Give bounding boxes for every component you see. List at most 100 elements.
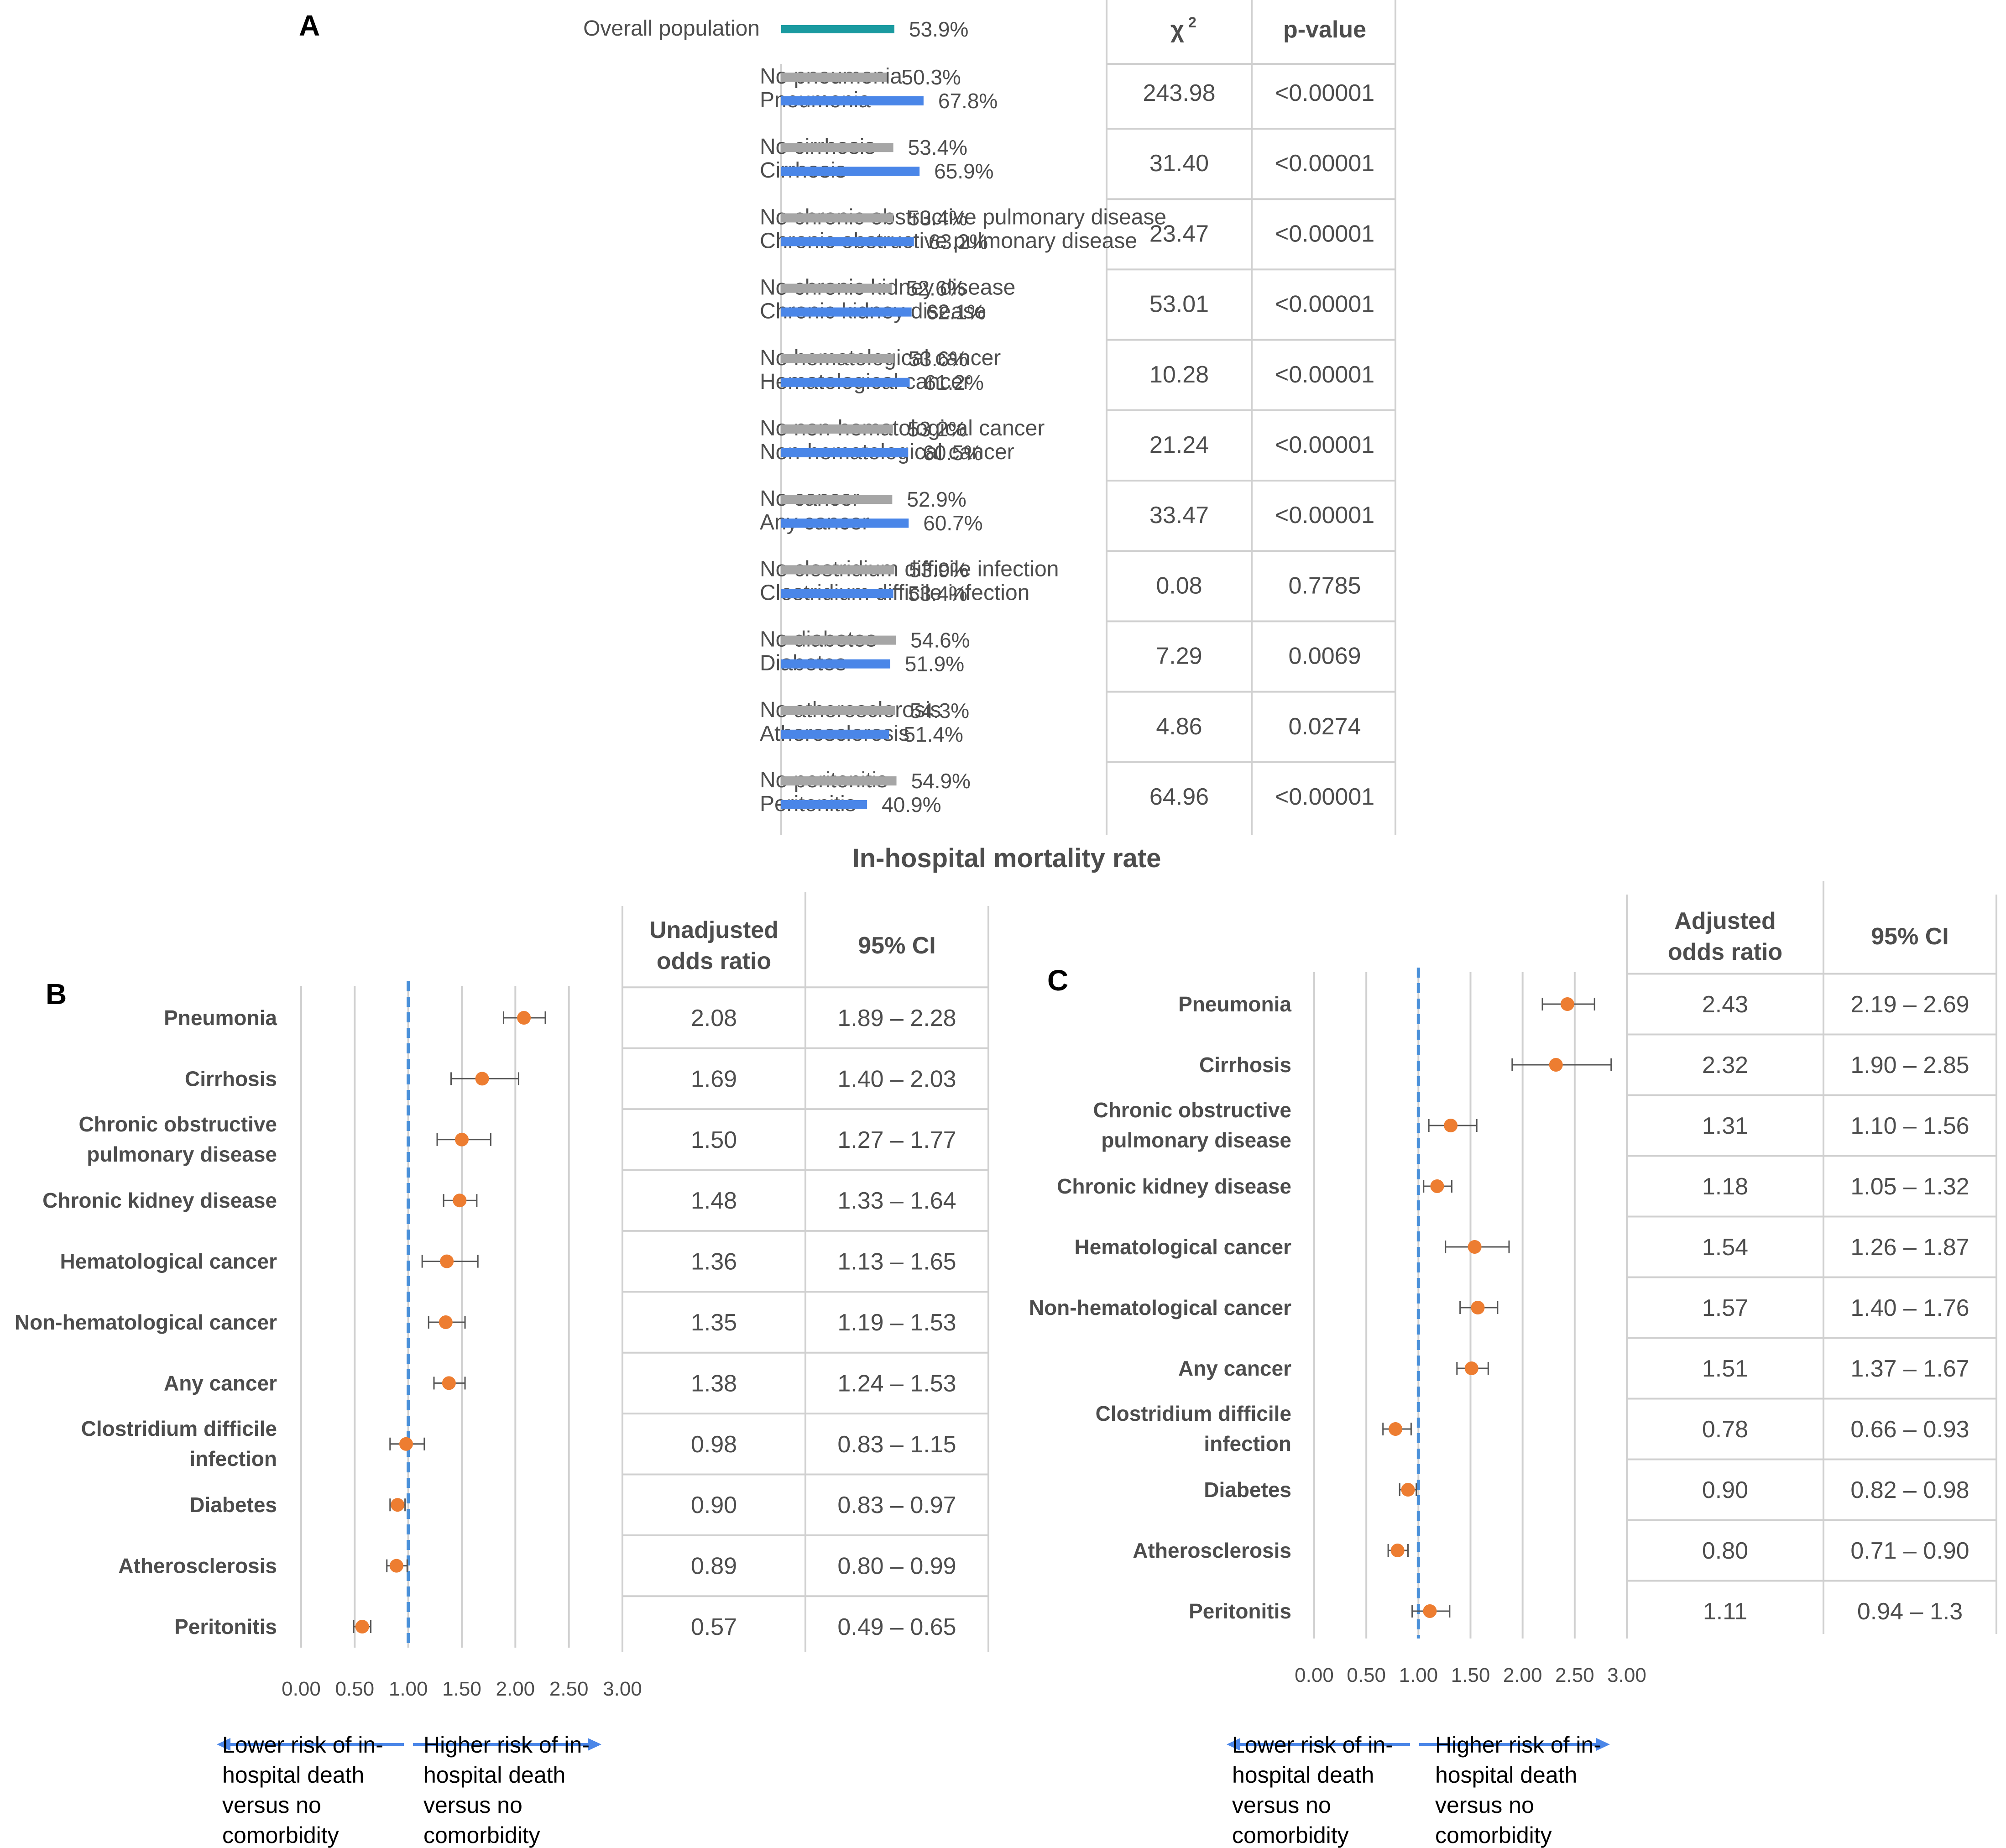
bar-without (781, 635, 896, 645)
odds-ratio-value: 1.51 (1702, 1356, 1748, 1382)
odds-ratio-point (442, 1376, 456, 1390)
row-label: Clostridium difficile (81, 1417, 277, 1440)
bar-value-label: 51.9% (905, 652, 964, 676)
odds-ratio-value: 0.98 (691, 1431, 737, 1458)
bar-without (781, 424, 893, 434)
higher-risk-caption: versus no (1435, 1792, 1534, 1818)
bar-value-label: 62.1% (926, 300, 986, 324)
bar-value-label: 67.8% (938, 89, 998, 113)
odds-ratio-point (1430, 1179, 1444, 1193)
row-label: Chronic kidney disease (1057, 1174, 1291, 1198)
p-value: <0.00001 (1275, 361, 1374, 388)
bar-value-label: 54.9% (911, 769, 971, 793)
ci-header: 95% CI (858, 932, 936, 959)
p-value: <0.00001 (1275, 502, 1374, 529)
ci-value: 1.26 – 1.87 (1850, 1234, 1969, 1261)
p-value: <0.00001 (1275, 291, 1374, 318)
x-tick-label: 0.00 (282, 1678, 321, 1700)
bar-value-label: 53.4% (908, 581, 967, 605)
ci-value: 1.05 – 1.32 (1850, 1173, 1969, 1200)
odds-ratio-value: 0.80 (1702, 1538, 1748, 1564)
bar-value-label: 54.6% (910, 628, 970, 652)
p-value: <0.00001 (1275, 220, 1374, 247)
odds-ratio-point (1423, 1604, 1437, 1618)
bar-with (781, 729, 889, 739)
row-label: Clostridium difficile (1096, 1402, 1291, 1425)
bar-with (781, 237, 914, 246)
x-tick-label: 1.00 (389, 1678, 428, 1700)
odds-ratio-point (440, 1254, 454, 1268)
higher-risk-caption: Higher risk of in- (1435, 1732, 1601, 1758)
bar-value-label: 63.2% (929, 230, 988, 253)
odds-ratio-point (399, 1437, 413, 1451)
row-label: Non-hematological cancer (1029, 1296, 1291, 1319)
odds-ratio-point (1401, 1483, 1415, 1497)
odds-ratio-point (389, 1559, 403, 1573)
row-label: infection (189, 1447, 277, 1471)
odds-ratio-value: 0.89 (691, 1553, 737, 1580)
odds-ratio-value: 0.90 (1702, 1477, 1748, 1503)
lower-risk-caption: Lower risk of in- (1232, 1732, 1393, 1758)
bar-value-label: 53.2% (908, 417, 967, 441)
row-label: Peritonitis (1189, 1599, 1291, 1623)
higher-risk-caption: hospital death (423, 1762, 565, 1788)
odds-ratio-point (453, 1194, 467, 1208)
lower-risk-arrowhead (1227, 1738, 1240, 1751)
bar-with (781, 307, 912, 317)
odds-ratio-point (1444, 1119, 1458, 1132)
ci-value: 1.24 – 1.53 (837, 1370, 956, 1397)
bar-without (781, 706, 895, 715)
panel-letter: B (46, 978, 67, 1010)
higher-risk-caption: comorbidity (1435, 1822, 1552, 1848)
row-label: Atherosclerosis (1133, 1539, 1291, 1562)
ci-header: 95% CI (1871, 923, 1949, 950)
lower-risk-caption: Lower risk of in- (222, 1732, 383, 1758)
ci-value: 1.37 – 1.67 (1850, 1356, 1969, 1382)
higher-risk-arrowhead (1596, 1738, 1610, 1751)
bar-without (781, 565, 894, 575)
x-tick-label: 3.00 (603, 1678, 642, 1700)
bar-without (781, 213, 893, 223)
odds-ratio-value: 0.90 (691, 1492, 737, 1518)
odds-ratio-value: 1.18 (1702, 1173, 1748, 1200)
ci-value: 0.49 – 0.65 (837, 1614, 956, 1640)
panel-b: B 0.00 0.50 1.00 1.50 2.00 2.50 3.00 Lower risk … (15, 892, 989, 1848)
higher-risk-arrowhead (588, 1738, 601, 1751)
x-tick-label: 3.00 (1607, 1664, 1646, 1686)
ci-value: 1.40 – 1.76 (1850, 1295, 1969, 1321)
odds-ratio-header: Unadjusted (649, 917, 778, 943)
row-label: Hematological cancer (60, 1250, 277, 1273)
bar-with (781, 96, 924, 105)
row-label: Pneumonia (164, 1006, 277, 1030)
odds-ratio-point (1464, 1361, 1478, 1375)
row-label: Atherosclerosis (118, 1554, 277, 1578)
chi2-value: 0.08 (1156, 572, 1202, 599)
ci-value: 0.66 – 0.93 (1850, 1416, 1969, 1443)
lower-risk-caption: versus no (1232, 1792, 1331, 1818)
lower-risk-arrowhead (217, 1738, 230, 1751)
bar-value-label: 53.4% (908, 136, 967, 159)
odds-ratio-point (1549, 1058, 1563, 1072)
lower-risk-caption: comorbidity (222, 1822, 339, 1848)
lower-risk-caption: comorbidity (1232, 1822, 1349, 1848)
bar-without (781, 776, 897, 785)
odds-ratio-value: 1.50 (691, 1127, 737, 1153)
p-value: <0.00001 (1275, 80, 1374, 106)
ci-value: 1.90 – 2.85 (1850, 1052, 1969, 1078)
bar-with (781, 800, 867, 809)
higher-risk-caption: Higher risk of in- (423, 1732, 590, 1758)
row-label: Cirrhosis (1199, 1053, 1291, 1077)
odds-ratio-point (355, 1620, 369, 1633)
x-tick-label: 0.50 (1347, 1664, 1386, 1686)
row-label: Chronic obstructive (1093, 1098, 1291, 1122)
chi2-value: 243.98 (1143, 80, 1215, 106)
odds-ratio-point (1468, 1240, 1482, 1254)
ci-value: 0.83 – 1.15 (837, 1431, 956, 1458)
chi2-value: 4.86 (1156, 713, 1202, 740)
odds-ratio-point (1389, 1422, 1403, 1436)
row-label: infection (1204, 1432, 1291, 1455)
row-label: pulmonary disease (87, 1142, 277, 1166)
x-tick-label: 0.00 (1295, 1664, 1334, 1686)
chi2-value: 53.01 (1149, 291, 1209, 318)
